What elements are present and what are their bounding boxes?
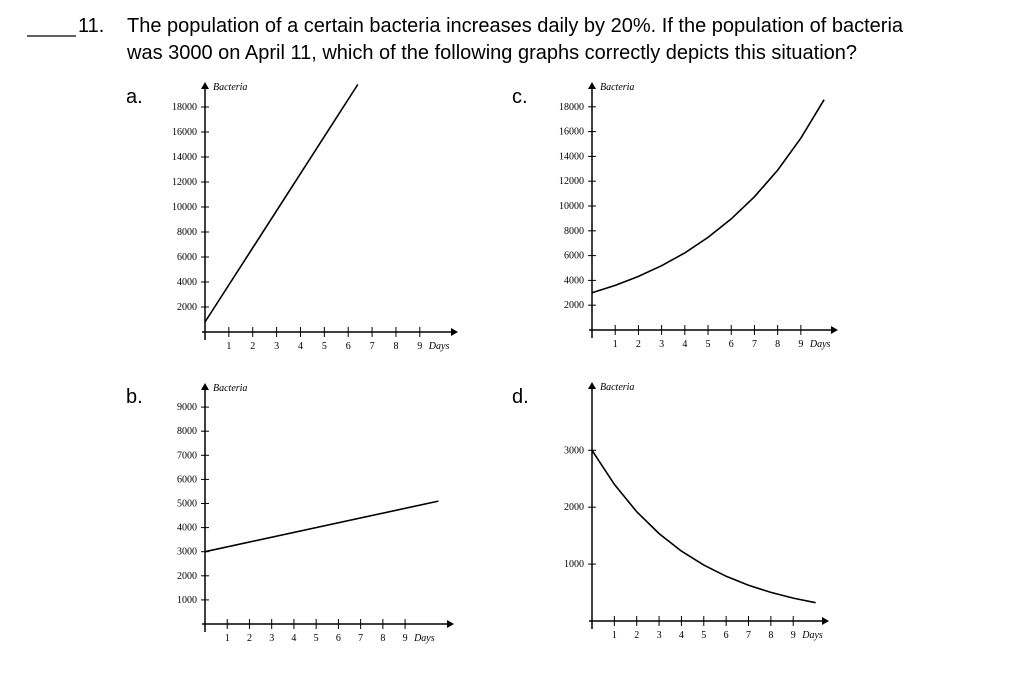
- y-tick-label: 8000: [177, 426, 197, 437]
- x-tick-label: 4: [291, 633, 296, 644]
- x-tick-label: 6: [336, 633, 341, 644]
- y-tick-label: 8000: [564, 226, 584, 237]
- x-tick-label: 6: [729, 339, 734, 350]
- x-tick-label: 5: [706, 339, 711, 350]
- y-tick-label: 7000: [177, 450, 197, 461]
- y-tick-label: 10000: [172, 202, 197, 213]
- x-tick-label: 3: [657, 630, 662, 641]
- curve: [204, 500, 439, 553]
- x-tick-label: 5: [314, 633, 319, 644]
- y-tick-label: 2000: [564, 502, 584, 513]
- curve: [591, 99, 825, 294]
- x-tick-label: 9: [791, 630, 796, 641]
- question-text: The population of a certain bacteria inc…: [127, 15, 904, 37]
- x-tick-label: 8: [380, 633, 385, 644]
- curve: [591, 449, 816, 604]
- y-tick-label: 3000: [177, 547, 197, 558]
- graph-label: b.: [126, 386, 143, 408]
- y-axis-label: Bacteria: [213, 383, 247, 394]
- y-arrow: [201, 383, 209, 390]
- y-tick-label: 9000: [177, 402, 197, 413]
- y-tick-label: 1000: [177, 595, 197, 606]
- x-tick-label: 6: [724, 630, 729, 641]
- x-tick-label: 2: [634, 630, 639, 641]
- x-tick-label: 9: [417, 341, 422, 352]
- x-tick-label: 7: [358, 633, 363, 644]
- y-axis-label: Bacteria: [600, 382, 634, 393]
- y-tick-label: 18000: [172, 102, 197, 113]
- y-tick-label: 4000: [177, 277, 197, 288]
- x-tick-label: 6: [346, 341, 351, 352]
- x-tick-label: 2: [250, 341, 255, 352]
- y-tick-label: 6000: [564, 251, 584, 262]
- y-tick-label: 5000: [177, 499, 197, 510]
- y-tick-label: 14000: [559, 151, 584, 162]
- x-axis-label: Days: [809, 339, 831, 350]
- question-number: 11.: [78, 15, 104, 37]
- y-tick-label: 1000: [564, 559, 584, 570]
- x-tick-label: 3: [659, 339, 664, 350]
- x-tick-label: 5: [322, 341, 327, 352]
- x-arrow: [451, 328, 458, 336]
- y-axis-label: Bacteria: [213, 82, 247, 93]
- x-arrow: [831, 326, 838, 334]
- y-axis-label: Bacteria: [600, 82, 634, 93]
- x-tick-label: 1: [613, 339, 618, 350]
- x-tick-label: 8: [775, 339, 780, 350]
- x-tick-label: 2: [247, 633, 252, 644]
- y-arrow: [201, 82, 209, 89]
- x-tick-label: 9: [403, 633, 408, 644]
- x-tick-label: 3: [269, 633, 274, 644]
- x-axis-label: Days: [428, 341, 450, 352]
- x-tick-label: 9: [798, 339, 803, 350]
- x-tick-label: 4: [298, 341, 303, 352]
- graph-label: a.: [126, 86, 143, 108]
- x-tick-label: 1: [225, 633, 230, 644]
- y-tick-label: 10000: [559, 201, 584, 212]
- y-tick-label: 2000: [177, 571, 197, 582]
- y-tick-label: 6000: [177, 474, 197, 485]
- x-tick-label: 5: [701, 630, 706, 641]
- curve: [204, 84, 359, 323]
- x-tick-label: 1: [226, 341, 231, 352]
- x-axis-label: Days: [413, 633, 435, 644]
- y-tick-label: 8000: [177, 227, 197, 238]
- question-text: was 3000 on April 11, which of the follo…: [126, 42, 857, 64]
- x-tick-label: 4: [679, 630, 684, 641]
- y-tick-label: 3000: [564, 445, 584, 456]
- y-tick-label: 4000: [564, 275, 584, 286]
- x-tick-label: 8: [393, 341, 398, 352]
- x-tick-label: 7: [752, 339, 757, 350]
- x-tick-label: 3: [274, 341, 279, 352]
- y-tick-label: 4000: [177, 523, 197, 534]
- graph-label: c.: [512, 86, 528, 108]
- x-arrow: [822, 617, 829, 625]
- y-tick-label: 12000: [559, 176, 584, 187]
- y-arrow: [588, 82, 596, 89]
- x-tick-label: 7: [370, 341, 375, 352]
- x-axis-label: Days: [801, 630, 823, 641]
- y-tick-label: 12000: [172, 177, 197, 188]
- x-tick-label: 4: [682, 339, 687, 350]
- x-tick-label: 8: [768, 630, 773, 641]
- y-tick-label: 16000: [559, 127, 584, 138]
- y-tick-label: 16000: [172, 127, 197, 138]
- y-tick-label: 2000: [564, 300, 584, 311]
- graph-label: d.: [512, 386, 529, 408]
- x-tick-label: 1: [612, 630, 617, 641]
- x-tick-label: 2: [636, 339, 641, 350]
- x-tick-label: 7: [746, 630, 751, 641]
- y-tick-label: 14000: [172, 152, 197, 163]
- y-tick-label: 2000: [177, 302, 197, 313]
- y-arrow: [588, 382, 596, 389]
- y-tick-label: 6000: [177, 252, 197, 263]
- y-tick-label: 18000: [559, 102, 584, 113]
- x-arrow: [447, 620, 454, 628]
